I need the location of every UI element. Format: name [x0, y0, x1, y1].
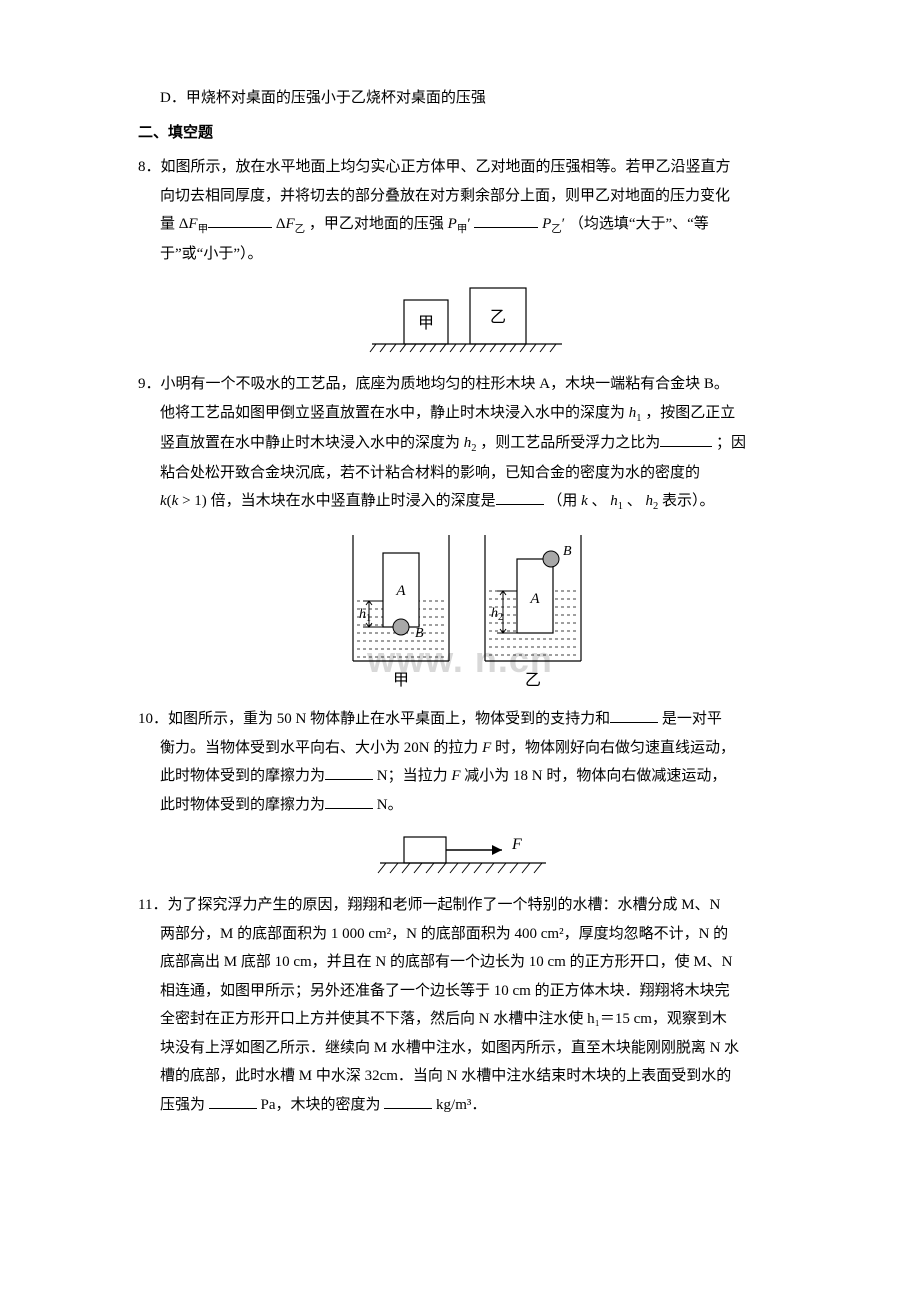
q9-line2: 他将工艺品如图甲倒立竖直放置在水中，静止时木块浸入水中的深度为 h1 ，按图乙正…: [138, 399, 796, 429]
blank-8-1: [208, 212, 272, 229]
q11-num: 11．: [138, 897, 167, 913]
q9-line4: 粘合处松开致合金块沉底，若不计粘合材料的影响，已知合金的密度为水的密度的: [138, 459, 796, 488]
blank-9-1: [660, 430, 712, 447]
blank-11-2: [384, 1092, 432, 1109]
blank-9-2: [496, 489, 544, 506]
svg-text:甲: 甲: [393, 672, 409, 689]
q8-line1: 如图所示，放在水平地面上均匀实心正方体甲、乙对地面的压强相等。若甲乙沿竖直方: [161, 159, 731, 175]
q10-l3b: N；当拉力: [377, 768, 452, 784]
question-8: 8．如图所示，放在水平地面上均匀实心正方体甲、乙对地面的压强相等。若甲乙沿竖直方…: [138, 153, 796, 268]
var-F-jia: F: [188, 216, 197, 232]
question-10: 10．如图所示，重为 50 N 物体静止在水平桌面上，物体受到的支持力和 是一对…: [138, 705, 796, 819]
figure-10: F: [138, 827, 796, 881]
svg-text:A: A: [529, 591, 540, 607]
q10-l1a: 如图所示，重为 50 N 物体静止在水平桌面上，物体受到的支持力和: [168, 711, 610, 727]
figure-8: 甲 乙: [138, 276, 796, 360]
svg-text:B: B: [563, 544, 572, 559]
var-k: k: [160, 493, 167, 509]
q11-l1: 为了探究浮力产生的原因，翔翔和老师一起制作了一个特别的水槽：水槽分成 M、N: [167, 897, 720, 913]
fig8-label-jia: 甲: [418, 315, 434, 332]
blank-8-2: [474, 212, 538, 229]
q9-l5e: 表示）。: [662, 493, 715, 509]
q11-l5: 全密封在正方形开口上方并使其不下落，然后向 N 水槽中注水使 h₁＝15 cm，…: [138, 1005, 796, 1034]
q8-l3d: （均选填“大于”、“等: [569, 216, 709, 232]
q8-l3a: 量 Δ: [160, 216, 188, 232]
q9-l5b: （用: [547, 493, 577, 509]
q10-l4a: 此时物体受到的摩擦力为: [160, 797, 325, 813]
q11-l8: 压强为 Pa，木块的密度为 kg/m³．: [138, 1091, 796, 1120]
fig10-svg: F: [362, 827, 572, 881]
q10-l1b: 是一对平: [662, 711, 722, 727]
q9-num: 9．: [138, 376, 161, 392]
q8-line3: 量 ΔF甲 ΔF乙 ，甲乙对地面的压强 P甲′ P乙′ （均选填“大于”、“等: [138, 210, 796, 240]
q10-line2: 衡力。当物体受到水平向右、大小为 20N 的拉力 F 时，物体刚好向右做匀速直线…: [138, 734, 796, 763]
svg-text:1: 1: [366, 613, 371, 624]
q10-l3a: 此时物体受到的摩擦力为: [160, 768, 325, 784]
q9-l5a: 倍，当木块在水中竖直静止时浸入的深度是: [211, 493, 496, 509]
option-d: D．甲烧杯对桌面的压强小于乙烧杯对桌面的压强: [138, 84, 796, 113]
q9-l2a: 他将工艺品如图甲倒立竖直放置在水中，静止时木块浸入水中的深度为: [160, 405, 625, 421]
svg-text:B: B: [415, 626, 424, 641]
q8-l3c: ，甲乙对地面的压强: [309, 216, 444, 232]
blank-10-2: [325, 764, 373, 781]
q10-num: 10．: [138, 711, 168, 727]
q8-line4: 于”或“小于”）。: [138, 240, 796, 269]
svg-text:h: h: [491, 606, 498, 621]
q11-l8c: kg/m³．: [436, 1097, 486, 1113]
q8-num: 8．: [138, 159, 161, 175]
section-2-heading: 二、填空题: [138, 119, 796, 148]
q10-l4b: N。: [377, 797, 403, 813]
q10-l2b: 时，物体刚好向右做匀速直线运动，: [495, 740, 735, 756]
var-F1: F: [482, 740, 491, 756]
q9-l3a: 竖直放置在水中静止时木块浸入水中的深度为: [160, 435, 460, 451]
question-9: 9．小明有一个不吸水的工艺品，底座为质地均匀的柱形木块 A，木块一端粘有合金块 …: [138, 370, 796, 517]
q10-l2a: 衡力。当物体受到水平向右、大小为 20N 的拉力: [160, 740, 482, 756]
var-F-yi: F: [285, 216, 294, 232]
q8-line2: 向切去相同厚度，并将切去的部分叠放在对方剩余部分上面，则甲乙对地面的压力变化: [138, 182, 796, 211]
blank-10-1: [610, 707, 658, 724]
svg-text:2: 2: [498, 612, 503, 623]
q9-l3c: ；因: [716, 435, 746, 451]
q9-line3: 竖直放置在水中静止时木块浸入水中的深度为 h2 ，则工艺品所受浮力之比为 ；因: [138, 429, 796, 459]
q11-l7: 槽的底部，此时水槽 M 中水深 32cm．当向 N 水槽中注水结束时木块的上表面…: [138, 1062, 796, 1091]
q9-line5: k(k > 1) 倍，当木块在水中竖直静止时浸入的深度是 （用 k 、 h1 、…: [138, 487, 796, 517]
figure-9: A B h 1 甲 A B h 2 乙: [138, 525, 796, 695]
q10-l3c: 减小为 18 N 时，物体向右做减速运动，: [464, 768, 726, 784]
fig8-svg: 甲 乙: [362, 276, 572, 360]
q9-l5d: 、: [627, 493, 642, 509]
question-11: 11．为了探究浮力产生的原因，翔翔和老师一起制作了一个特别的水槽：水槽分成 M、…: [138, 891, 796, 1119]
blank-10-3: [325, 792, 373, 809]
q11-l6: 块没有上浮如图乙所示．继续向 M 水槽中注水，如图丙所示，直至木块能刚刚脱离 N…: [138, 1034, 796, 1063]
q10-line4: 此时物体受到的摩擦力为 N。: [138, 791, 796, 820]
q9-l2b: ，按图乙正立: [645, 405, 735, 421]
fig8-label-yi: 乙: [490, 309, 506, 326]
var-P-jia: P: [448, 216, 457, 232]
q9-line1: 小明有一个不吸水的工艺品，底座为质地均匀的柱形木块 A，木块一端粘有合金块 B。: [161, 376, 729, 392]
q9-l5c: 、: [592, 493, 607, 509]
q11-l8b: Pa，木块的密度为: [261, 1097, 381, 1113]
q11-l3: 底部高出 M 底部 10 cm，并且在 N 的底部有一个边长为 10 cm 的正…: [138, 948, 796, 977]
var-P-yi: P: [542, 216, 551, 232]
var-F2: F: [451, 768, 460, 784]
q11-l8a: 压强为: [160, 1097, 205, 1113]
svg-text:乙: 乙: [525, 672, 541, 689]
svg-text:h: h: [359, 607, 366, 622]
svg-text:F: F: [511, 836, 522, 853]
svg-text:A: A: [395, 583, 406, 599]
fig9-svg: A B h 1 甲 A B h 2 乙: [317, 525, 617, 695]
q9-l3b: ，则工艺品所受浮力之比为: [480, 435, 660, 451]
blank-11-1: [209, 1092, 257, 1109]
q11-l2: 两部分，M 的底部面积为 1 000 cm²，N 的底部面积为 400 cm²，…: [138, 920, 796, 949]
page-content: D．甲烧杯对桌面的压强小于乙烧杯对桌面的压强 二、填空题 8．如图所示，放在水平…: [138, 84, 796, 1119]
q10-line3: 此时物体受到的摩擦力为 N；当拉力 F 减小为 18 N 时，物体向右做减速运动…: [138, 762, 796, 791]
q11-l4: 相连通，如图甲所示；另外还准备了一个边长等于 10 cm 的正方体木块．翔翔将木…: [138, 977, 796, 1006]
